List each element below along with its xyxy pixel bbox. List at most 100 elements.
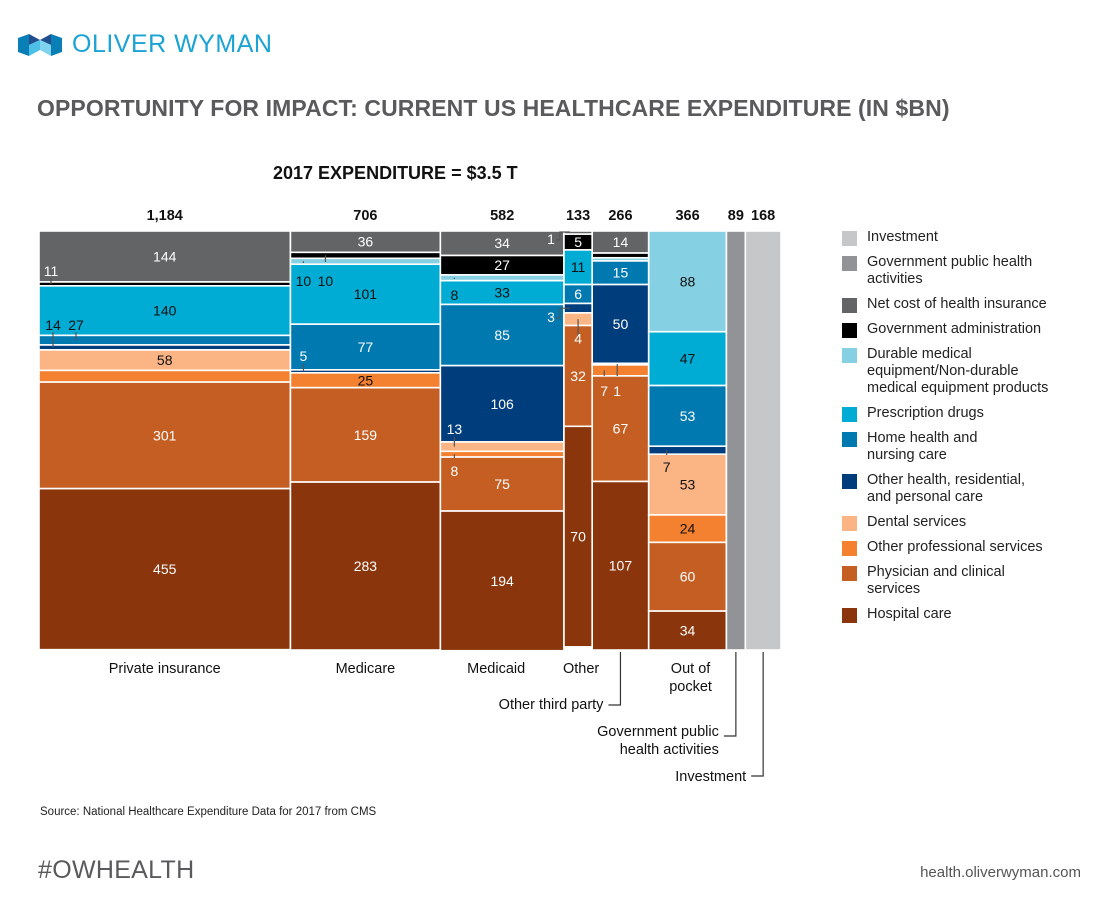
column-total-label: 1,184 [147,208,183,224]
column-total-label: 706 [353,208,377,224]
oliver-wyman-logo: OLIVER WYMAN [18,30,272,59]
column-label: pocket [669,679,712,695]
segment-value-label: 107 [609,558,633,574]
legend-label: Government public health activities [867,254,1033,287]
callout-label: 27 [68,317,84,333]
segment-other-health-residential-and-personal-care [647,445,728,456]
column-label: Private insurance [109,661,221,677]
column-label: Government public [597,724,719,740]
segment-other-professional-services [439,450,565,458]
segment-government-public-health-activities [725,230,747,651]
segment-value-label: 5 [574,234,582,250]
column-total-label: 266 [608,208,632,224]
callout-label: 5 [300,348,308,364]
legend-swatch [842,516,857,531]
legend-item: Dental services [842,514,1092,531]
segment-hospital-care [38,487,292,651]
column-label: Other [563,661,599,677]
segment-prescription-drugs [289,263,442,325]
legend-label: Investment [867,229,938,245]
column-total-label: 89 [728,208,744,224]
legend-item: Hospital care [842,606,1092,623]
segment-value-label: 50 [613,316,629,332]
segment-home-health-and-nursing-care [439,303,565,367]
segment-net-cost-of-health-insurance [439,230,565,257]
segment-value-label: 6 [574,286,582,302]
segment-value-label: 194 [490,573,514,589]
callout-label: 3 [547,309,555,325]
segment-value-label: 53 [680,408,696,424]
segment-durable-medical-equipment-non-durable-medical-equipment-products [647,230,728,333]
segment-value-label: 455 [153,561,177,577]
segment-value-label: 36 [358,234,374,250]
callout-label: 8 [450,463,458,479]
callout-label: 8 [450,287,458,303]
legend-item: Home health and nursing care [842,430,1092,464]
segment-value-label: 283 [354,558,378,574]
segment-prescription-drugs [38,285,292,337]
legend-swatch [842,541,857,556]
segment-value-label: 15 [613,265,629,281]
segment-value-label: 33 [494,285,510,301]
website-link[interactable]: health.oliverwyman.com [920,864,1081,881]
segment-government-administration [289,251,442,260]
segment-value-label: 144 [153,248,177,264]
legend-label: Other health, residential, and personal c… [867,472,1025,505]
logo-mark-icon [18,33,62,56]
legend-label: Dental services [867,514,967,530]
callout-line [555,231,570,241]
legend-label: Prescription drugs [867,405,984,421]
segment-value-label: 140 [153,303,177,319]
segment-value-label: 24 [680,521,696,537]
legend-label: Home health and nursing care [867,430,978,463]
legend-swatch [842,323,857,338]
legend-item: Government administration [842,321,1092,338]
segment-value-label: 11 [571,259,586,275]
chart-legend: Investment Government public health activi… [842,229,1092,631]
column-label: Investment [675,769,746,785]
column-label: Other third party [499,697,605,713]
segment-value-label: 77 [358,339,374,355]
callout-label: 13 [447,421,463,437]
legend-swatch [842,407,857,422]
segment-other-professional-services [38,369,292,383]
legend-swatch [842,256,857,271]
segment-value-label: 14 [613,234,629,250]
legend-item: Physician and clinical services [842,564,1092,598]
callout-label: 14 [45,317,61,333]
column-total-label: 168 [751,208,775,224]
column-label: Out of [671,661,711,677]
segment-value-label: 67 [613,421,629,437]
legend-label: Hospital care [867,606,952,622]
leader-line [723,652,737,737]
segment-prescription-drugs [647,330,728,387]
segment-value-label: 53 [680,477,696,493]
leader-line [751,652,764,777]
callout-label: 1 [613,383,621,399]
segment-value-label: 34 [680,623,696,639]
segment-hospital-care [591,480,650,651]
segment-value-label: 60 [680,569,696,585]
legend-item: Other health, residential, and personal c… [842,472,1092,506]
segment-physician-and-clinical-services [591,375,650,483]
column-label: Medicaid [467,661,525,677]
segment-value-label: 25 [358,372,374,388]
segment-hospital-care [439,510,565,652]
column-total-label: 366 [675,208,699,224]
chart-title: 2017 EXPENDITURE = $3.5 T [273,163,518,183]
segment-durable-medical-equipment-non-durable-medical-equipment-products [289,257,442,266]
segment-other-professional-services [647,514,728,544]
segment-value-label: 32 [570,368,586,384]
segment-hospital-care [289,481,442,651]
callout-label: 7 [663,459,671,475]
leader-line [608,652,622,706]
legend-item: Government public health activities [842,254,1092,288]
segment-investment [744,230,782,651]
legend-item: Durable medical equipment/Non-durable medi… [842,346,1092,397]
segment-value-label: 301 [153,427,177,443]
segment-physician-and-clinical-services [439,456,565,512]
segment-value-label: 70 [570,529,586,545]
segment-other-health-residential-and-personal-care [439,364,565,443]
legend-item: Investment [842,229,1092,246]
